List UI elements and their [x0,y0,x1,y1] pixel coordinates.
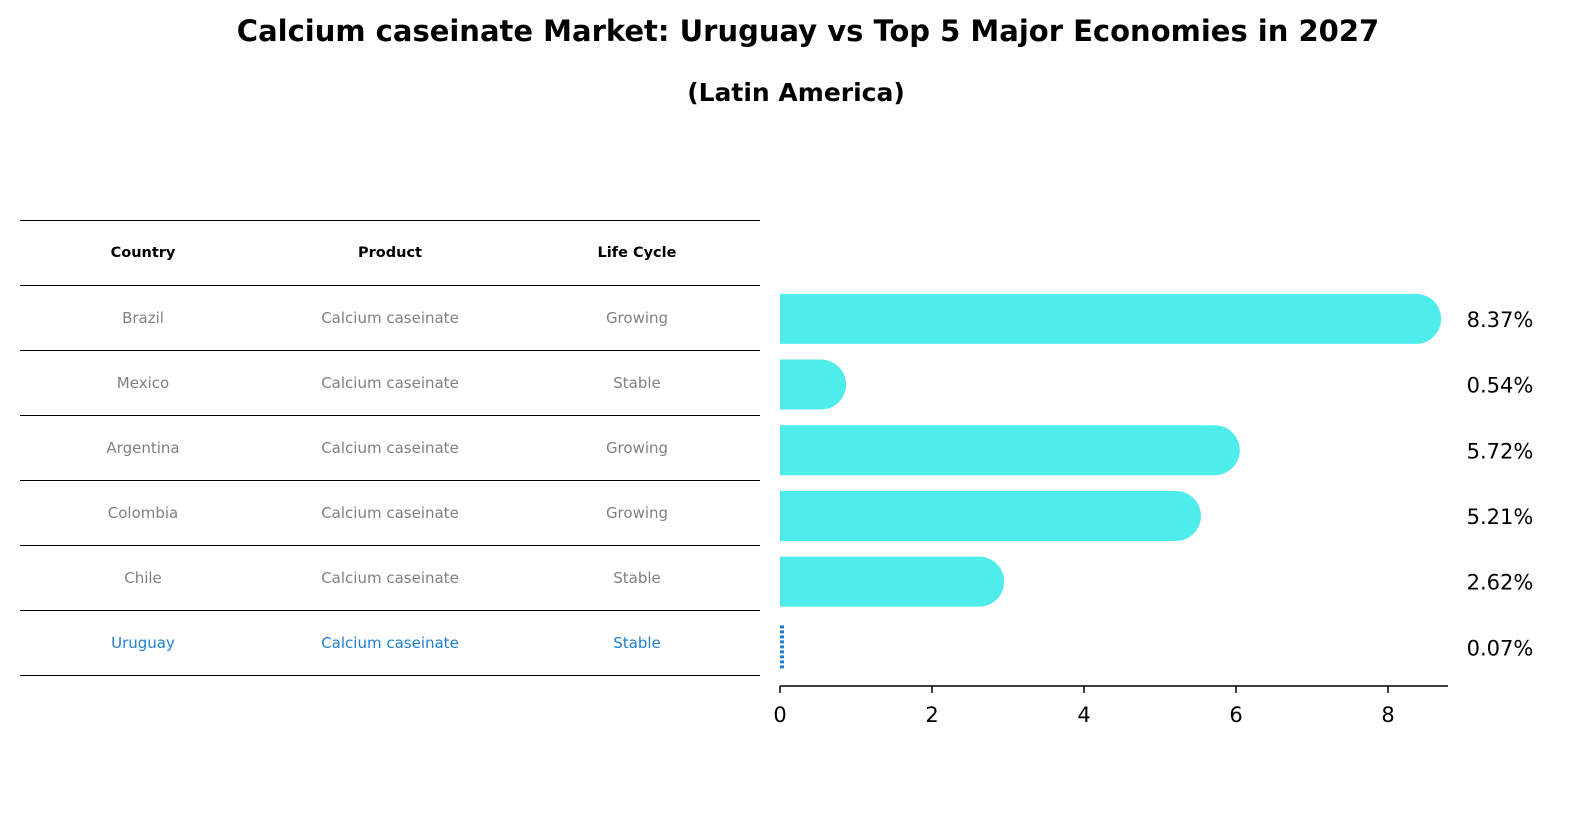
x-tick-label: 2 [925,703,938,727]
product-cell: Calcium caseinate [321,569,459,587]
value-label: 5.72% [1467,439,1534,463]
value-label: 5.21% [1467,505,1534,529]
country-cell: Colombia [107,504,179,522]
bar-argentina [780,425,1240,476]
country-cell: Mexico [116,374,170,392]
table-row: Argentina Calcium caseinate Growing [20,415,760,480]
product-cell: Calcium caseinate [321,374,459,392]
header-product: Product [358,245,422,261]
country-cell: Argentina [106,439,180,457]
table-row-highlighted: Uruguay Calcium caseinate Stable [20,610,760,676]
country-cell: Chile [124,569,162,587]
market-table: Country Product Life Cycle Brazil Calciu… [20,220,760,676]
table-row: Brazil Calcium caseinate Growing [20,285,760,350]
product-cell: Calcium caseinate [321,504,459,522]
product-cell: Calcium caseinate [321,634,459,652]
bar-chile [780,556,1005,607]
bar-colombia [780,490,1201,541]
life-cycle-cell: Growing [605,439,669,457]
bar-mexico [780,359,847,410]
life-cycle-cell: Growing [605,504,669,522]
value-label: 2.62% [1467,571,1534,595]
product-cell: Calcium caseinate [321,439,459,457]
life-cycle-cell: Stable [613,634,661,652]
header-life-cycle: Life Cycle [597,245,677,261]
table-row: Mexico Calcium caseinate Stable [20,350,760,415]
chart-title: Calcium caseinate Market: Uruguay vs Top… [236,14,1380,48]
chart-subtitle: (Latin America) [687,78,905,107]
table-row: Chile Calcium caseinate Stable [20,545,760,610]
life-cycle-cell: Stable [613,374,661,392]
table-header-row: Country Product Life Cycle [20,220,760,285]
bar-brazil [780,293,1442,344]
product-cell: Calcium caseinate [321,309,459,327]
country-cell: Uruguay [111,634,175,652]
table-row: Colombia Calcium caseinate Growing [20,480,760,545]
x-tick-label: 4 [1077,703,1090,727]
value-label: 8.37% [1467,308,1534,332]
life-cycle-cell: Growing [605,309,669,327]
value-label: 0.54% [1467,374,1534,398]
country-cell: Brazil [122,309,164,327]
life-cycle-cell: Stable [613,569,661,587]
x-tick-label: 8 [1381,703,1394,727]
x-tick-label: 6 [1229,703,1242,727]
header-country: Country [110,245,176,261]
value-label: 0.07% [1467,636,1534,660]
x-tick-label: 0 [773,703,786,727]
